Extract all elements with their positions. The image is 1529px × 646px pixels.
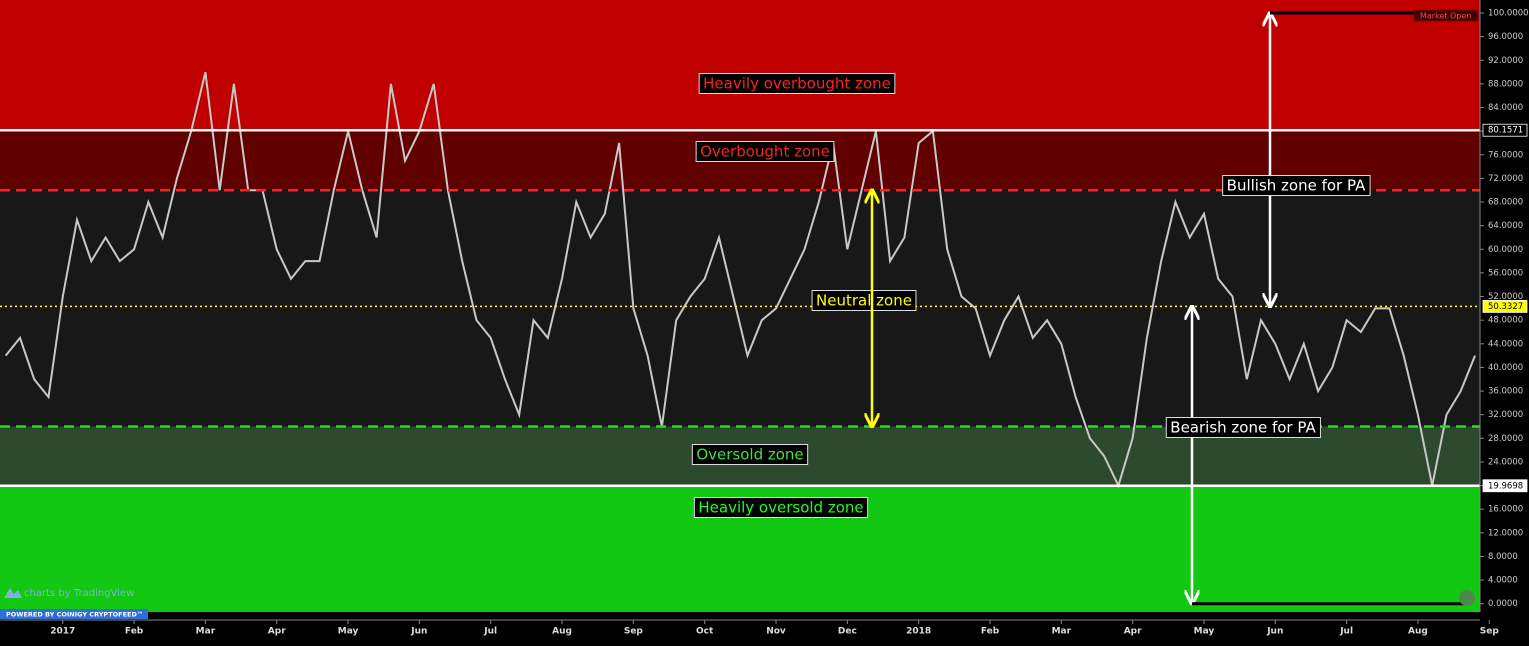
x-tick-label: May [338, 627, 359, 637]
zone-label: Oversold zone [691, 444, 809, 465]
y-tick-label: 24.0000 [1488, 457, 1523, 467]
coinigy-text: POWERED BY COINIGY CRYPTOFEED™ [6, 611, 143, 619]
y-tick-label: 12.0000 [1488, 528, 1523, 538]
market-status-box [1413, 9, 1479, 22]
y-tick-label: 72.0000 [1488, 174, 1523, 184]
x-tick-label: Jul [1339, 627, 1353, 637]
x-tick-label: May [1194, 627, 1215, 637]
tradingview-logo-text: charts by TradingView [24, 588, 134, 599]
y-axis-bg [1480, 0, 1529, 642]
y-tick-label: 88.0000 [1488, 79, 1523, 89]
market-status: Market Open [1420, 12, 1471, 21]
x-tick-label: Jun [410, 627, 427, 637]
zone-label-box [695, 141, 835, 162]
zone-label-box [693, 497, 869, 518]
x-tick-label: Aug [552, 627, 572, 637]
x-tick-label: 2017 [50, 627, 75, 637]
x-tick-label: Apr [268, 627, 286, 637]
scroll-button[interactable] [1459, 590, 1475, 606]
rsi-line [4, 71, 1476, 489]
level-label-box [1482, 299, 1528, 313]
annotation-text: Bearish zone for PA [1170, 419, 1316, 437]
y-tick-label: 4.0000 [1488, 576, 1518, 586]
level-label-box [1482, 479, 1528, 493]
x-axis-bg [0, 620, 1529, 642]
level-label: 50.3327 [1488, 302, 1523, 312]
y-tick-label: 48.0000 [1488, 316, 1523, 326]
tradingview-icon [4, 588, 22, 598]
x-tick-label: Sep [1480, 627, 1500, 637]
annotation: Bullish zone for PA [1222, 175, 1371, 196]
y-tick-label: 44.0000 [1488, 339, 1523, 349]
x-tick-label: Feb [125, 627, 144, 637]
y-tick-label: 100.0000 [1488, 8, 1529, 18]
x-tick-label: Mar [196, 627, 216, 637]
zone-label: Heavily oversold zone [693, 497, 869, 518]
x-tick-label: 2018 [906, 627, 931, 637]
y-tick-label: 0.0000 [1488, 599, 1518, 609]
x-tick-label: Feb [981, 627, 1000, 637]
x-tick-label: Jun [1266, 627, 1283, 637]
x-tick-label: Oct [696, 627, 714, 637]
level-label: 19.9698 [1488, 481, 1523, 491]
zone-label: Overbought zone [695, 141, 835, 162]
zone-label-box [691, 444, 809, 465]
y-tick-label: 52.0000 [1488, 292, 1523, 302]
y-tick-label: 60.0000 [1488, 245, 1523, 255]
y-tick-label: 16.0000 [1488, 505, 1523, 515]
y-tick-label: 40.0000 [1488, 363, 1523, 373]
x-tick-label: Apr [1124, 627, 1142, 637]
x-tick-label: Mar [1052, 627, 1072, 637]
coinigy-bar [0, 609, 148, 619]
x-tick-label: Aug [1408, 627, 1428, 637]
annotation-box [1222, 175, 1371, 196]
zone-label: Heavily overbought zone [698, 73, 896, 94]
y-tick-label: 8.0000 [1488, 552, 1518, 562]
y-tick-label: 92.0000 [1488, 56, 1523, 66]
annotation: Bearish zone for PA [1165, 417, 1321, 438]
y-tick-label: 36.0000 [1488, 387, 1523, 397]
zone-label-text: Oversold zone [696, 446, 803, 464]
y-tick-label: 68.0000 [1488, 198, 1523, 208]
zone-label-text: Heavily oversold zone [698, 499, 863, 517]
zone-band [0, 190, 1480, 427]
y-tick-label: 96.0000 [1488, 32, 1523, 42]
x-tick-label: Dec [838, 627, 857, 637]
level-label-box [1482, 123, 1528, 137]
zone-label-box [698, 73, 896, 94]
zone-label-box [811, 290, 917, 311]
zone-label-text: Neutral zone [816, 292, 912, 310]
zone-label: Neutral zone [811, 290, 917, 311]
y-tick-label: 64.0000 [1488, 221, 1523, 231]
y-tick-label: 32.0000 [1488, 410, 1523, 420]
y-tick-label: 28.0000 [1488, 434, 1523, 444]
annotation-box [1165, 417, 1321, 438]
level-label: 80.1571 [1488, 126, 1523, 136]
x-tick-label: Jul [483, 627, 497, 637]
x-tick-label: Nov [766, 627, 786, 637]
zone-label-text: Heavily overbought zone [703, 75, 891, 93]
y-tick-label: 56.0000 [1488, 268, 1523, 278]
annotation-text: Bullish zone for PA [1227, 177, 1366, 195]
zone-band [0, 0, 1480, 131]
y-tick-label: 76.0000 [1488, 150, 1523, 160]
y-tick-label: 84.0000 [1488, 103, 1523, 113]
x-tick-label: Sep [624, 627, 644, 637]
zone-label-text: Overbought zone [700, 143, 830, 161]
